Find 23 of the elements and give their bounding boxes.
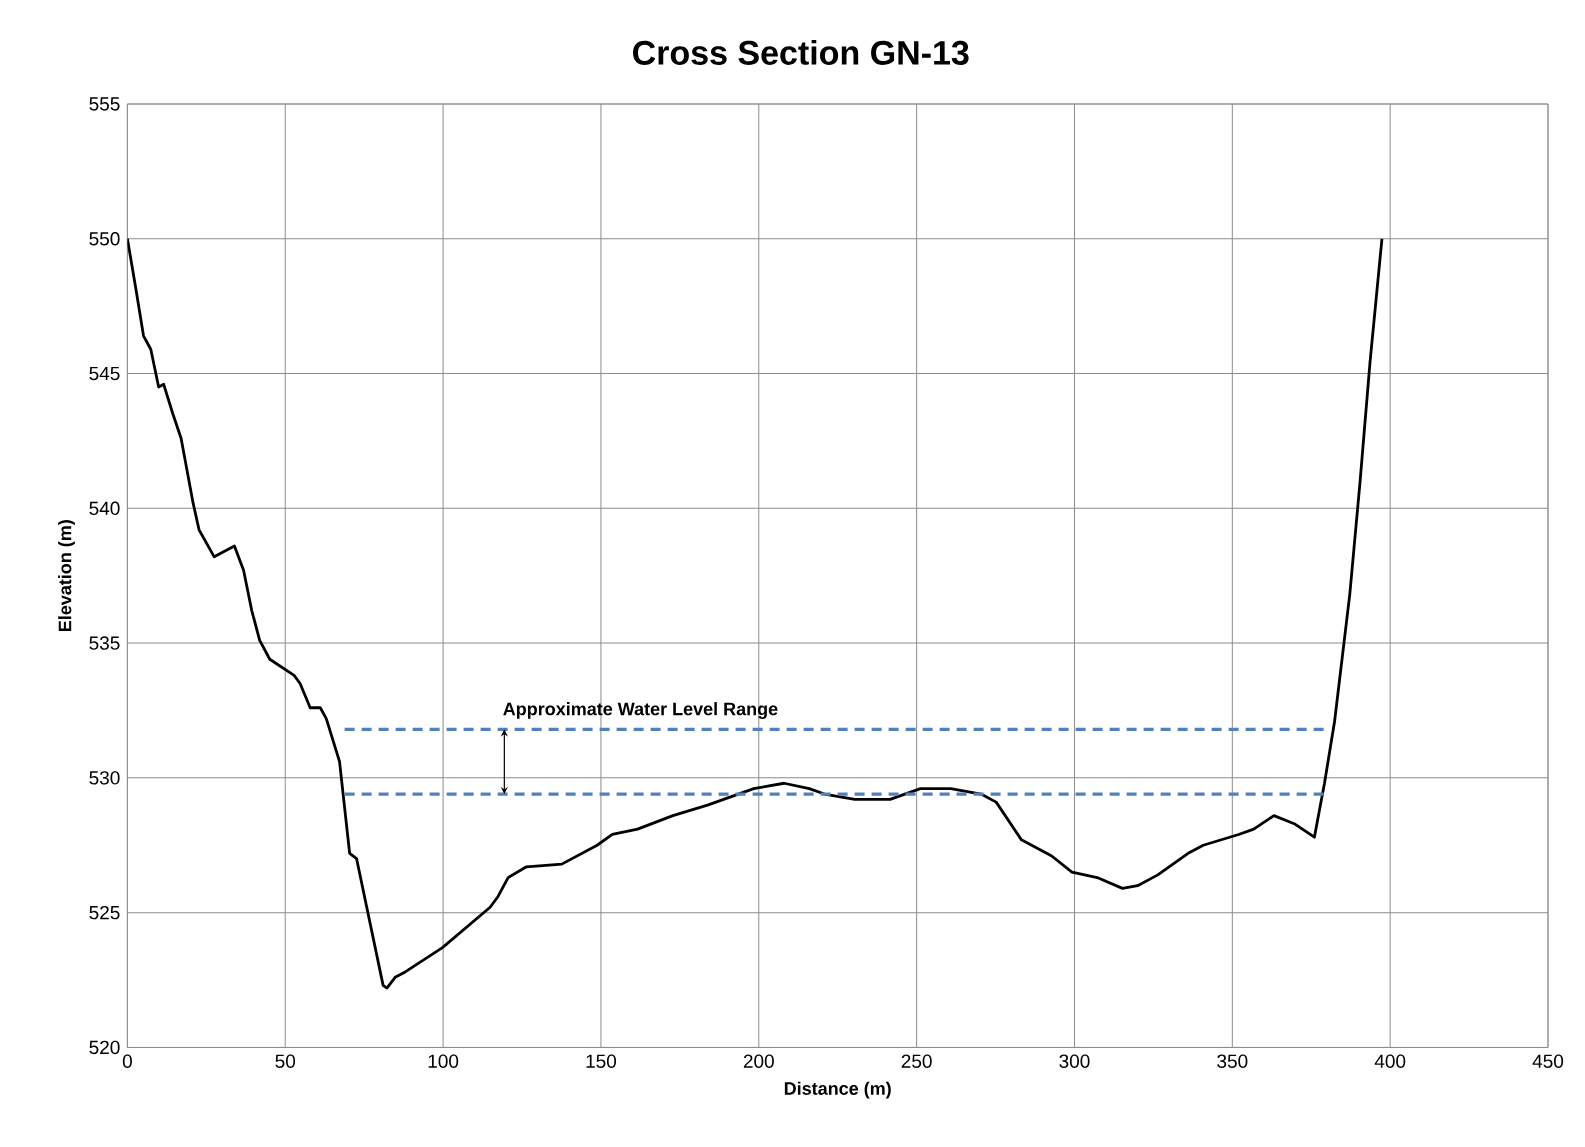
x-tick-label: 350 [1217, 1054, 1248, 1068]
y-tick-label: 540 [89, 501, 120, 516]
y-tick-label: 545 [89, 366, 120, 381]
y-tick-label: 555 [89, 97, 120, 111]
x-tick-label: 100 [428, 1054, 459, 1068]
x-tick-label: 250 [901, 1054, 932, 1068]
x-tick-label: 450 [1532, 1054, 1564, 1068]
x-tick-label: 150 [586, 1054, 617, 1068]
x-tick-label: 50 [275, 1054, 296, 1068]
chart-title: Cross Section GN-13 [633, 39, 969, 65]
x-tick-label: 400 [1374, 1054, 1406, 1068]
y-axis-title: Elevation (m) [58, 520, 75, 632]
y-tick-label: 535 [89, 636, 120, 650]
x-tick-label: 200 [743, 1054, 774, 1068]
x-axis-title: Distance (m) [784, 1081, 891, 1099]
x-tick-label: 0 [122, 1054, 132, 1068]
y-tick-label: 525 [89, 905, 120, 920]
x-tick-label: 300 [1059, 1054, 1090, 1068]
line-series [127, 237, 1384, 990]
y-tick-label: 520 [89, 1040, 120, 1055]
annotation: Approximate Water Level Range [503, 702, 778, 719]
y-tick-label: 530 [89, 771, 120, 785]
y-tick-label: 550 [89, 232, 120, 246]
